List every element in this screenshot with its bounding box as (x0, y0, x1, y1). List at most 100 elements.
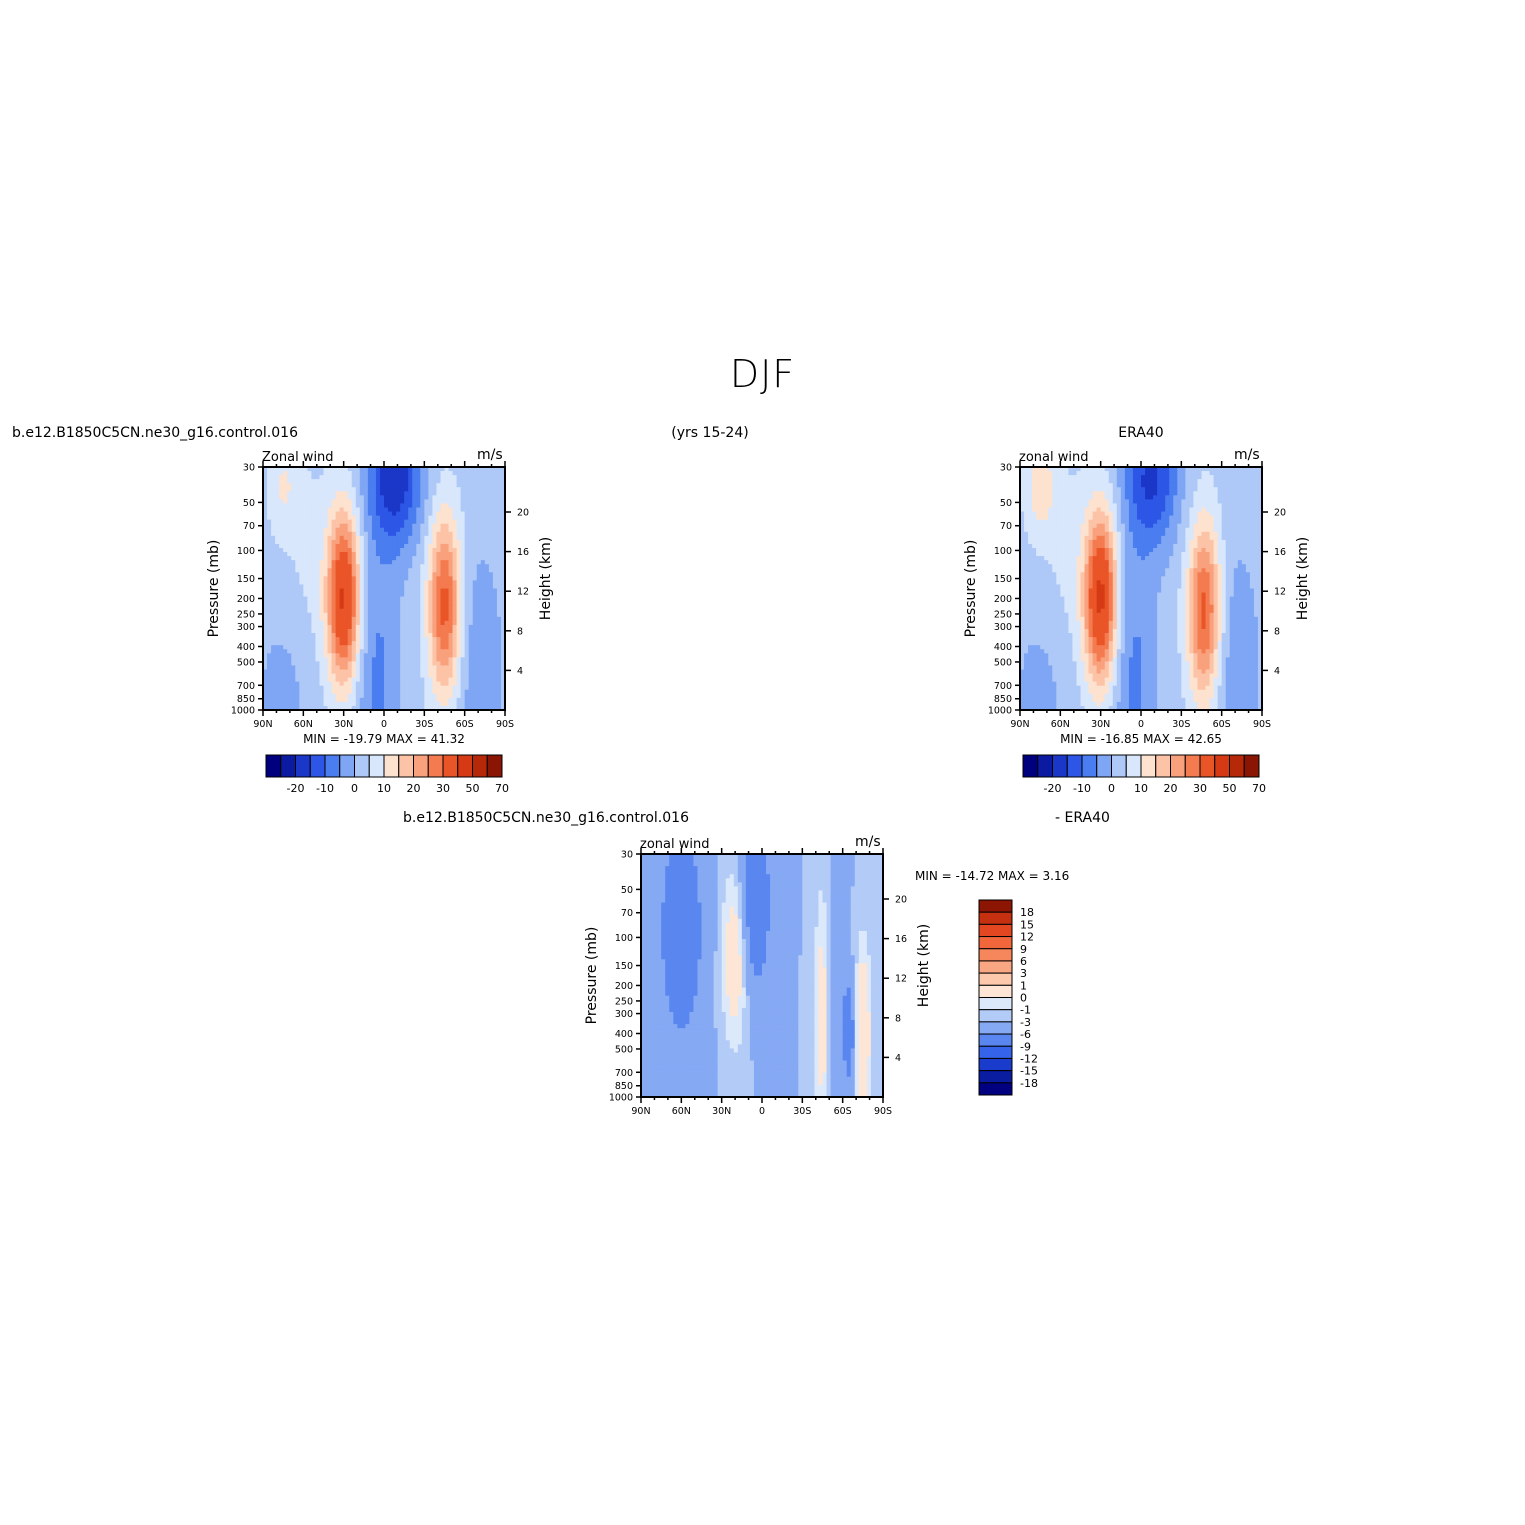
field-cell (1185, 491, 1190, 496)
field-cell (460, 637, 466, 642)
field-cell (351, 588, 357, 594)
field-cell (327, 515, 333, 521)
field-cell (1245, 471, 1251, 476)
field-cell (323, 576, 329, 581)
field-cell (315, 673, 321, 679)
field-cell (1112, 548, 1118, 553)
field-cell (412, 588, 417, 594)
field-cell (351, 479, 357, 484)
field-cell (484, 503, 490, 509)
field-cell (428, 701, 433, 707)
field-cell (468, 467, 474, 472)
field-cell (440, 624, 446, 630)
field-cell (327, 673, 333, 679)
field-cell (404, 548, 409, 553)
field-cell (331, 576, 337, 581)
field-cell (452, 511, 458, 517)
field-cell (327, 653, 333, 658)
field-cell (484, 612, 490, 618)
field-cell (371, 657, 377, 662)
field-cell (432, 633, 438, 638)
field-cell (416, 653, 421, 658)
field-cell (1257, 535, 1262, 541)
field-cell (1124, 487, 1130, 492)
field-cell (424, 608, 429, 614)
field-cell (347, 495, 353, 500)
field-cell (436, 539, 442, 545)
field-cell (1092, 503, 1098, 509)
field-cell (1124, 503, 1130, 509)
field-cell (384, 697, 389, 703)
field-cell (295, 491, 300, 496)
field-cell (1165, 535, 1170, 541)
field-cell (267, 580, 272, 586)
field-cell (500, 576, 505, 581)
field-cell (335, 580, 341, 586)
field-cell (1124, 475, 1130, 480)
field-cell (480, 705, 486, 710)
field-cell (359, 596, 365, 602)
field-cell (392, 681, 397, 687)
field-cell (416, 620, 421, 626)
field-cell (343, 612, 349, 618)
field-cell (468, 588, 474, 594)
field-cell (303, 507, 308, 513)
field-cell (279, 548, 284, 553)
field-cell (1076, 475, 1082, 480)
field-cell (412, 519, 417, 525)
field-cell (331, 604, 337, 610)
field-cell (476, 556, 482, 561)
field-cell (331, 669, 337, 675)
field-cell (1145, 552, 1150, 557)
field-cell (287, 556, 292, 561)
field-cell (456, 665, 462, 671)
field-cell (343, 511, 349, 517)
field-cell (408, 701, 413, 707)
field-cell (500, 471, 505, 476)
field-cell (460, 705, 466, 710)
field-cell (384, 507, 389, 513)
field-cell (1209, 491, 1215, 496)
field-cell (263, 661, 268, 667)
field-cell (1080, 471, 1086, 476)
field-cell (428, 657, 433, 662)
field-cell (424, 515, 429, 521)
field-cell (1092, 511, 1098, 517)
field-cell (416, 600, 421, 606)
field-cell (476, 531, 482, 537)
field-cell (367, 588, 373, 594)
field-cell (307, 535, 312, 541)
field-cell (331, 511, 337, 517)
field-cell (355, 475, 361, 480)
field-cell (323, 600, 329, 606)
field-cell (424, 527, 429, 533)
field-cell (339, 499, 345, 505)
field-cell (283, 527, 288, 533)
field-cell (1173, 539, 1178, 545)
field-cell (379, 568, 385, 573)
field-cell (327, 669, 333, 675)
field-cell (1052, 539, 1057, 545)
field-cell (1020, 527, 1025, 533)
field-cell (1189, 511, 1195, 517)
field-cell (1253, 543, 1259, 549)
field-cell (456, 467, 462, 472)
field-cell (359, 467, 365, 472)
field-cell (331, 641, 337, 646)
field-cell (1088, 499, 1094, 505)
field-cell (319, 507, 325, 513)
field-cell (1116, 495, 1122, 500)
field-cell (396, 693, 401, 699)
field-cell (500, 495, 505, 500)
field-cell (1221, 539, 1227, 545)
field-cell (299, 560, 304, 565)
field-cell (371, 531, 377, 537)
field-cell (492, 491, 498, 496)
field-cell (1253, 523, 1259, 529)
field-cell (484, 669, 490, 675)
field-cell (311, 669, 317, 675)
field-cell (327, 560, 333, 565)
field-cell (343, 649, 349, 654)
field-cell (335, 697, 341, 703)
field-cell (335, 584, 341, 590)
